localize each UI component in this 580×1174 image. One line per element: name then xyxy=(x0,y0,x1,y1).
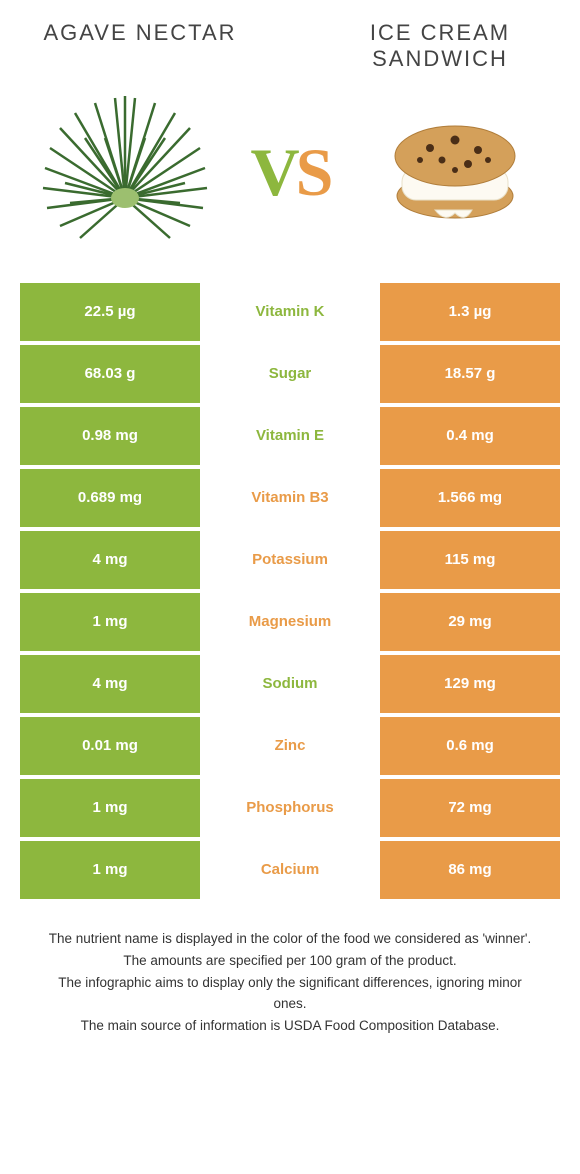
footer-line-4: The main source of information is USDA F… xyxy=(40,1016,540,1036)
nutrient-row: 4 mgPotassium115 mg xyxy=(20,531,560,589)
left-value: 1 mg xyxy=(20,593,200,651)
right-value: 1.3 µg xyxy=(380,283,560,341)
right-value: 0.4 mg xyxy=(380,407,560,465)
left-value: 0.689 mg xyxy=(20,469,200,527)
vs-v: V xyxy=(251,133,296,212)
left-value: 1 mg xyxy=(20,841,200,899)
nutrient-row: 0.689 mgVitamin B31.566 mg xyxy=(20,469,560,527)
nutrient-name: Magnesium xyxy=(200,593,380,651)
nutrient-row: 4 mgSodium129 mg xyxy=(20,655,560,713)
left-value: 0.01 mg xyxy=(20,717,200,775)
right-value: 86 mg xyxy=(380,841,560,899)
header: AGAVE NECTAR ICE CREAM SANDWICH xyxy=(0,0,580,73)
right-value: 129 mg xyxy=(380,655,560,713)
nutrient-table: 22.5 µgVitamin K1.3 µg68.03 gSugar18.57 … xyxy=(20,283,560,899)
nutrient-name: Sugar xyxy=(200,345,380,403)
nutrient-name: Vitamin B3 xyxy=(200,469,380,527)
agave-image xyxy=(40,88,210,258)
left-value: 0.98 mg xyxy=(20,407,200,465)
left-value: 4 mg xyxy=(20,531,200,589)
left-food-title: AGAVE NECTAR xyxy=(40,20,240,73)
nutrient-row: 0.98 mgVitamin E0.4 mg xyxy=(20,407,560,465)
nutrient-name: Calcium xyxy=(200,841,380,899)
right-food-title: ICE CREAM SANDWICH xyxy=(340,20,540,73)
images-row: VS xyxy=(0,73,580,283)
left-value: 68.03 g xyxy=(20,345,200,403)
right-value: 115 mg xyxy=(380,531,560,589)
right-value: 18.57 g xyxy=(380,345,560,403)
footer-line-3: The infographic aims to display only the… xyxy=(40,973,540,1014)
vs-label: VS xyxy=(251,133,330,212)
ice-cream-sandwich-image xyxy=(370,88,540,258)
footer-line-2: The amounts are specified per 100 gram o… xyxy=(40,951,540,971)
footer-notes: The nutrient name is displayed in the co… xyxy=(0,929,580,1036)
right-value: 72 mg xyxy=(380,779,560,837)
nutrient-name: Vitamin E xyxy=(200,407,380,465)
footer-line-1: The nutrient name is displayed in the co… xyxy=(40,929,540,949)
right-value: 0.6 mg xyxy=(380,717,560,775)
nutrient-row: 1 mgCalcium86 mg xyxy=(20,841,560,899)
nutrient-name: Potassium xyxy=(200,531,380,589)
left-value: 22.5 µg xyxy=(20,283,200,341)
nutrient-row: 22.5 µgVitamin K1.3 µg xyxy=(20,283,560,341)
nutrient-row: 1 mgPhosphorus72 mg xyxy=(20,779,560,837)
right-value: 1.566 mg xyxy=(380,469,560,527)
nutrient-name: Phosphorus xyxy=(200,779,380,837)
nutrient-row: 68.03 gSugar18.57 g xyxy=(20,345,560,403)
nutrient-name: Sodium xyxy=(200,655,380,713)
left-value: 4 mg xyxy=(20,655,200,713)
vs-s: S xyxy=(296,133,330,212)
nutrient-name: Zinc xyxy=(200,717,380,775)
left-value: 1 mg xyxy=(20,779,200,837)
nutrient-name: Vitamin K xyxy=(200,283,380,341)
nutrient-row: 1 mgMagnesium29 mg xyxy=(20,593,560,651)
right-value: 29 mg xyxy=(380,593,560,651)
nutrient-row: 0.01 mgZinc0.6 mg xyxy=(20,717,560,775)
